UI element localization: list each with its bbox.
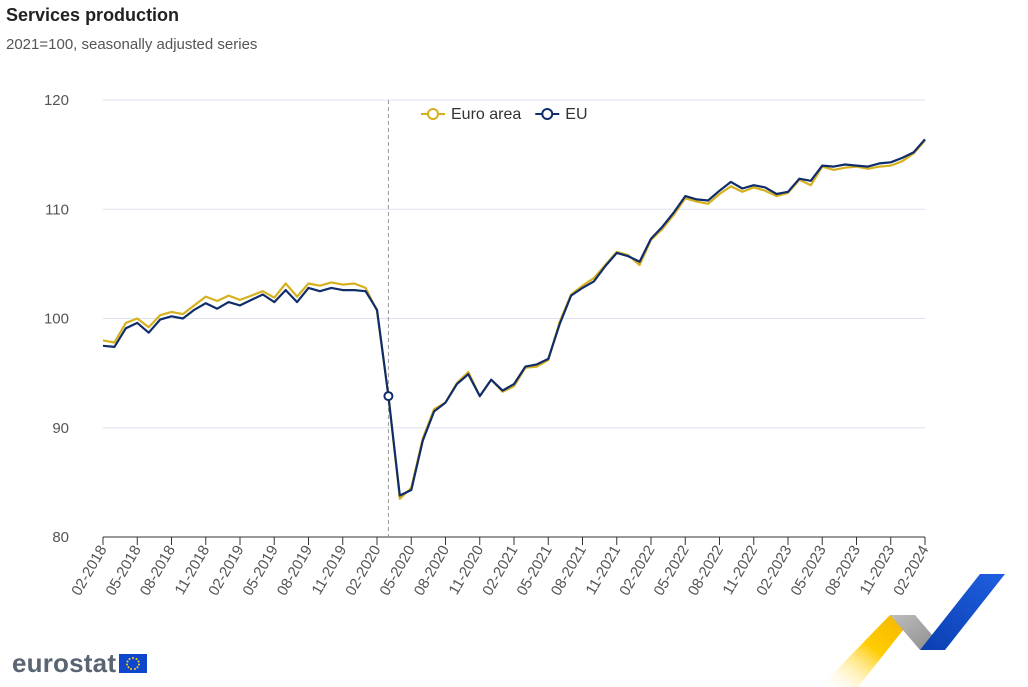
eu-flag-icon xyxy=(119,654,148,673)
chart-subtitle: 2021=100, seasonally adjusted series xyxy=(6,36,258,53)
x-axis: 02-201805-201808-201811-201802-201905-20… xyxy=(68,536,932,599)
decorative-ribbon-graphic xyxy=(820,574,1005,687)
y-axis-labels: 80 90 100 110 120 xyxy=(44,92,69,546)
y-tick-label: 120 xyxy=(44,92,69,109)
y-tick-label: 80 xyxy=(52,529,69,546)
chart-title: Services production xyxy=(6,5,180,25)
legend-label: EU xyxy=(565,106,587,123)
logo-text: eurostat xyxy=(12,648,117,678)
y-tick-label: 110 xyxy=(45,201,69,218)
legend: Euro area EU xyxy=(421,106,588,123)
series-layer xyxy=(102,100,926,537)
y-tick-label: 100 xyxy=(44,311,69,328)
legend-item[interactable]: EU xyxy=(535,106,588,123)
highlight-point[interactable] xyxy=(383,391,394,402)
y-tick-label: 90 xyxy=(52,420,69,437)
legend-label: Euro area xyxy=(451,106,521,123)
legend-marker xyxy=(541,108,554,120)
series-line-eu xyxy=(102,138,926,497)
legend-marker xyxy=(427,108,439,120)
series-line-euro-area xyxy=(102,139,926,500)
eurostat-logo: eurostat xyxy=(12,648,148,679)
legend-item[interactable]: Euro area xyxy=(421,106,521,123)
grid-layer xyxy=(103,99,925,429)
